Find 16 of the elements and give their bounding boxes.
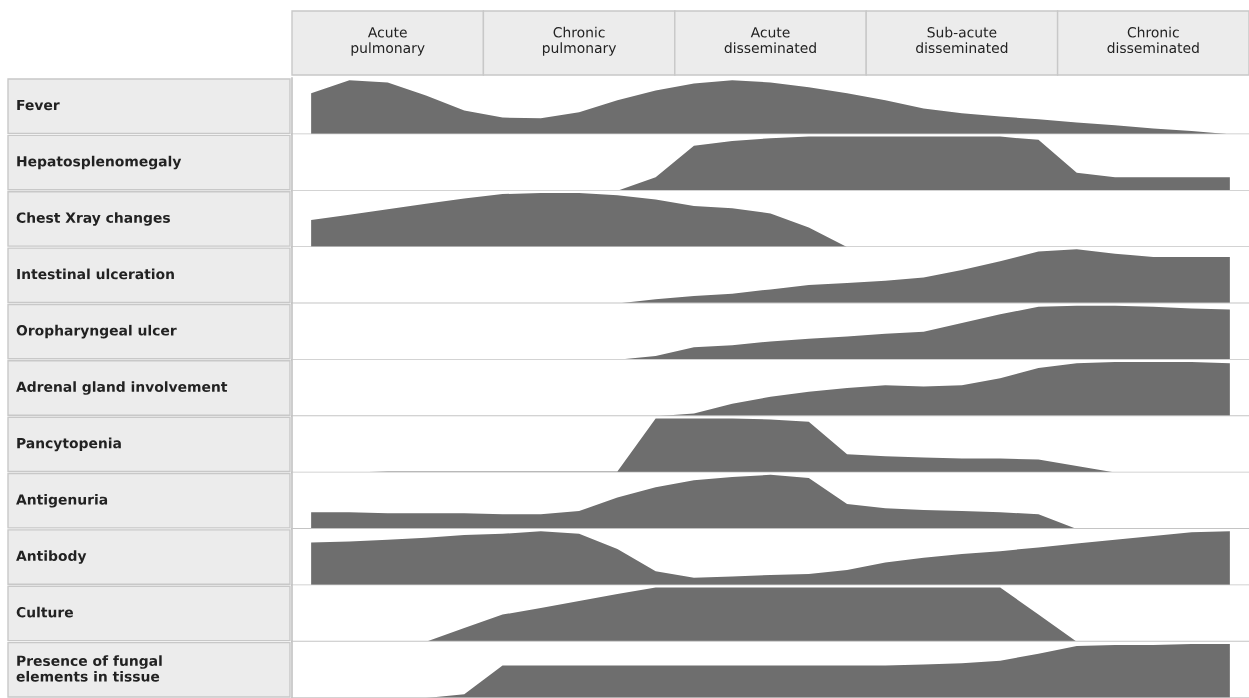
y-axis-title: Fever [17, 99, 60, 111]
y-axis-title: Antigenuria [16, 493, 108, 508]
y-axis-title: Adrenal gland involvement [16, 381, 228, 395]
y-axis-title: Presence of fungal elements in tissue [16, 655, 162, 682]
x-tick-label: Acute disseminated [724, 27, 816, 54]
x-tick-label: Chronic disseminated [1107, 26, 1199, 54]
x-tick-label: Chronic pulmonary [542, 26, 617, 56]
y-axis-title: Culture [16, 606, 73, 618]
x-tick-label: Sub-acute disseminated [916, 26, 1008, 54]
y-axis-title: Intestinal ulceration [17, 268, 174, 280]
y-axis-title: Hepatosplenomegaly [17, 155, 182, 170]
x-tick-label: Acute pulmonary [351, 27, 425, 56]
y-axis-title: Pancytopenia [17, 437, 121, 452]
y-axis-title: Chest Xray changes [16, 212, 170, 226]
y-axis-title: Oropharyngeal ulcer [16, 324, 177, 339]
y-axis-title: Antibody [16, 550, 87, 564]
